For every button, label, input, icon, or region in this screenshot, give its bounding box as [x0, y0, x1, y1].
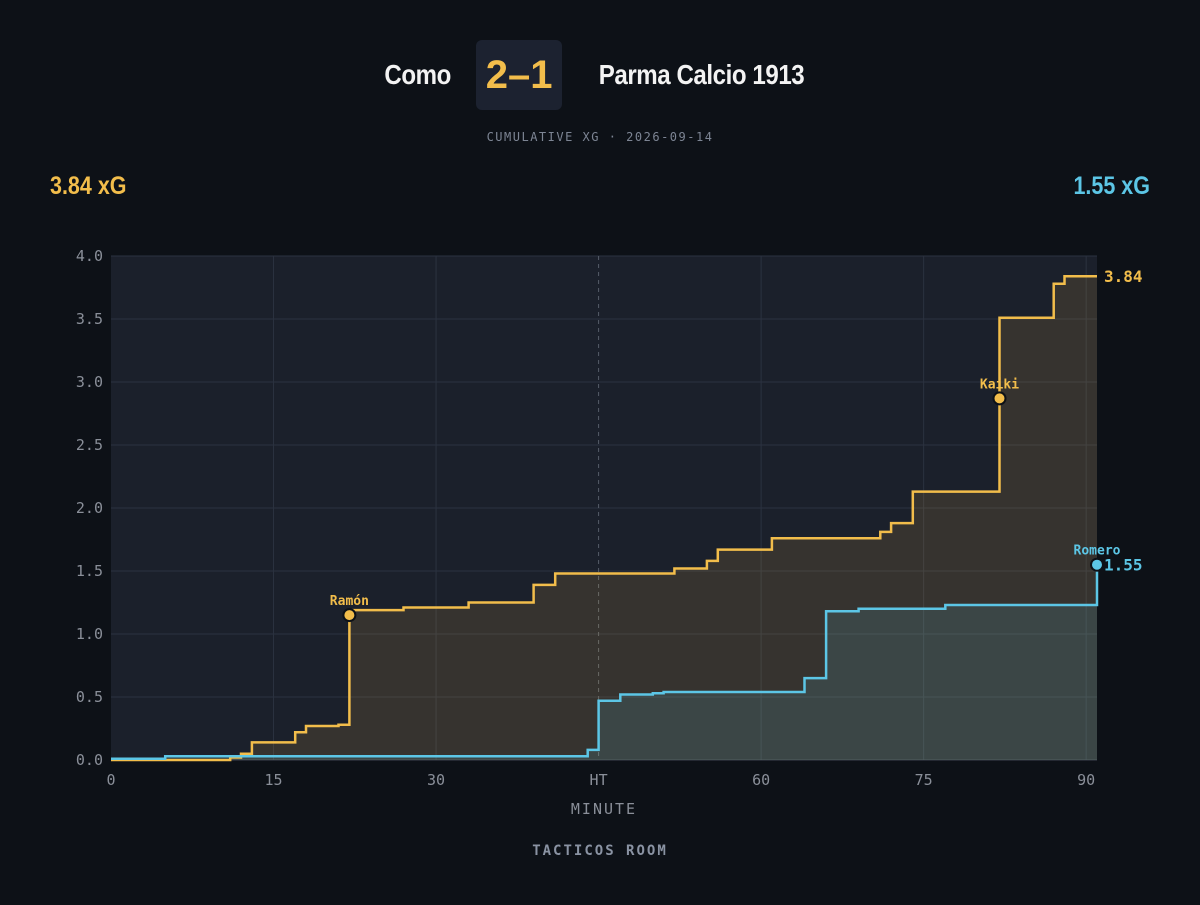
goal-marker [342, 608, 357, 623]
home-xg-area [111, 276, 1097, 760]
x-tick-label: 60 [752, 771, 770, 789]
y-tick-label: 1.5 [76, 562, 103, 580]
y-tick-label: 0.0 [76, 751, 103, 769]
y-tick-label: 1.0 [76, 625, 103, 643]
goal-scorer-label: Ramón [330, 594, 369, 609]
home-end-value: 3.84 [1104, 267, 1143, 286]
x-tick-label: 30 [427, 771, 445, 789]
x-tick-label: 90 [1077, 771, 1095, 789]
scoreline: 2–1 [476, 40, 563, 110]
x-tick-label: 75 [915, 771, 933, 789]
y-tick-label: 3.5 [76, 310, 103, 328]
brand-footer: TACTICOS ROOM [532, 843, 668, 859]
home-team-name: Como [384, 59, 451, 90]
x-axis-label: MINUTE [571, 800, 637, 818]
away-xg-line [111, 564, 1099, 760]
y-tick-label: 2.0 [76, 499, 103, 517]
x-tick-label: 15 [264, 771, 282, 789]
goal-scorer-label: Romero [1074, 544, 1121, 559]
away-end-value: 1.55 [1104, 556, 1143, 575]
y-tick-label: 4.0 [76, 247, 103, 265]
chart-subtitle: CUMULATIVE XG · 2026-09-14 [486, 130, 714, 144]
y-tick-label: 0.5 [76, 688, 103, 706]
away-xg-total: 1.55 xG [1073, 172, 1150, 200]
goal-marker [1090, 557, 1104, 572]
match-header: Como 2–1 Parma Calcio 1913 [0, 40, 1200, 110]
goal-scorer-label: Kaiki [980, 377, 1019, 392]
x-tick-label: HT [590, 771, 608, 789]
x-tick-label: 0 [106, 771, 115, 789]
home-xg-line [111, 274, 1097, 762]
goal-marker [992, 391, 1007, 406]
away-xg-area [111, 564, 1097, 760]
y-tick-label: 2.5 [76, 436, 103, 454]
home-xg-total: 3.84 xG [50, 172, 127, 200]
away-team-name: Parma Calcio 1913 [598, 59, 805, 90]
y-tick-label: 3.0 [76, 373, 103, 391]
